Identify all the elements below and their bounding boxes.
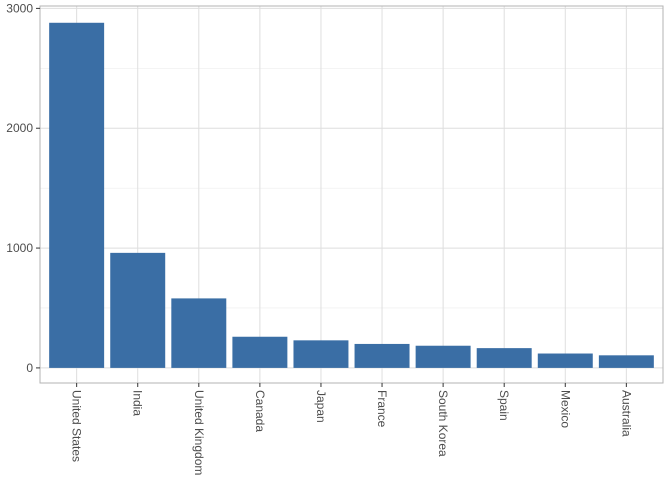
- bar: [232, 336, 288, 368]
- x-tick-label: South Korea: [436, 390, 450, 457]
- x-tick-label: Spain: [497, 390, 511, 421]
- y-tick-label: 1000: [6, 241, 33, 255]
- bar: [537, 353, 593, 368]
- y-tick-label: 3000: [6, 1, 33, 15]
- major-gridlines: [40, 6, 663, 383]
- x-tick-label: France: [375, 390, 389, 428]
- bars: [49, 22, 654, 368]
- x-tick-label: United Kingdom: [192, 390, 206, 475]
- x-tick-label: Canada: [253, 390, 267, 432]
- y-tick-label: 0: [26, 361, 33, 375]
- x-tick-label: India: [131, 390, 145, 416]
- bar: [49, 22, 105, 368]
- x-tick-label: Mexico: [558, 390, 572, 428]
- x-tick-label: Japan: [314, 390, 328, 423]
- bar: [171, 298, 227, 368]
- y-axis-ticks: 0 1000 2000 3000: [6, 1, 40, 375]
- panel-border: [39, 5, 664, 384]
- bar: [476, 348, 532, 368]
- y-tick-label: 2000: [6, 121, 33, 135]
- x-tick-label: Australia: [619, 390, 633, 437]
- bar: [293, 340, 349, 368]
- x-tick-label: United States: [70, 390, 84, 462]
- bar: [110, 252, 166, 368]
- bar: [598, 355, 654, 368]
- bar: [415, 345, 471, 368]
- x-axis-ticks: United States India United Kingdom Canada Ja…: [70, 383, 633, 475]
- bar: [354, 343, 410, 368]
